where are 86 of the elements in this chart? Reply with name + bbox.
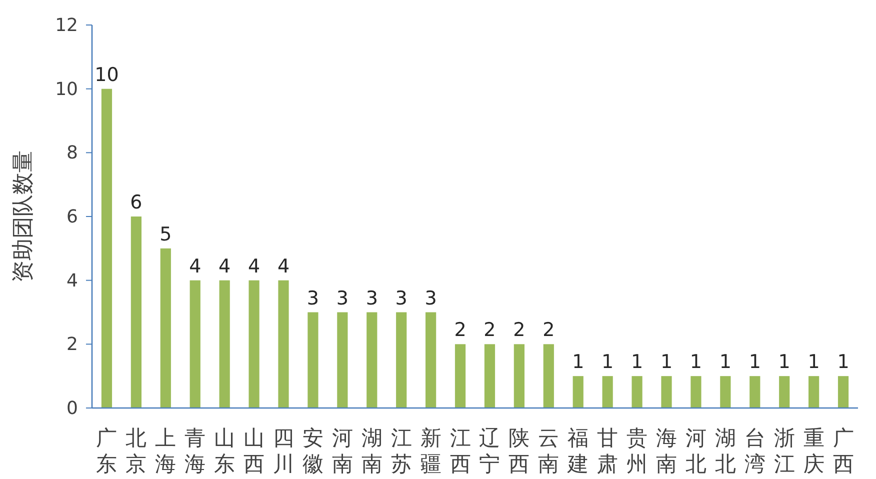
bar <box>248 280 260 408</box>
x-tick-label: 福建 <box>566 426 589 476</box>
bar <box>101 88 112 408</box>
x-tick-label: 台湾 <box>744 426 766 476</box>
bar <box>750 376 760 408</box>
x-tick-label: 广东 <box>96 426 118 476</box>
data-label: 1 <box>630 351 644 374</box>
x-tick-label: 河北 <box>685 426 706 476</box>
x-tick-label: 北京 <box>126 426 147 476</box>
bar <box>366 312 378 408</box>
x-tick-label: 重庆 <box>803 426 824 476</box>
x-tick-label: 湖北 <box>714 426 736 476</box>
y-tick-label: 4 <box>66 270 78 292</box>
x-tick-label: 浙江 <box>774 426 795 476</box>
x-tick-label: 甘肃 <box>597 426 618 476</box>
data-label: 3 <box>366 287 378 310</box>
bar <box>543 344 554 408</box>
bar <box>514 344 524 408</box>
y-tick-label: 10 <box>55 78 78 100</box>
data-label: 4 <box>218 255 231 278</box>
bar <box>337 312 348 408</box>
bar <box>572 376 584 408</box>
data-label: 1 <box>808 351 820 374</box>
data-label: 1 <box>690 351 702 374</box>
data-label: 1 <box>778 351 790 374</box>
bar <box>426 312 436 408</box>
bar <box>720 376 731 408</box>
data-label: 3 <box>424 287 437 310</box>
bar <box>278 280 289 408</box>
data-label: 1 <box>748 351 761 374</box>
bar <box>219 280 230 408</box>
data-label: 10 <box>94 64 119 86</box>
y-tick-label: 8 <box>66 142 78 164</box>
x-tick-label: 上海 <box>155 426 176 476</box>
bar <box>602 376 613 408</box>
y-tick-label: 2 <box>66 334 78 356</box>
data-label: 1 <box>602 351 614 374</box>
bar <box>661 376 672 408</box>
data-label: 1 <box>837 351 850 374</box>
x-tick-label: 新疆 <box>420 426 442 476</box>
x-tick-label: 海南 <box>656 426 677 476</box>
x-tick-label: 湖南 <box>361 426 382 476</box>
data-label: 4 <box>189 255 202 278</box>
bar <box>632 376 642 408</box>
x-tick-label: 陕西 <box>508 426 530 476</box>
x-tick-label: 河南 <box>332 426 353 476</box>
data-label: 3 <box>395 287 408 310</box>
data-label: 3 <box>306 287 320 310</box>
data-label: 4 <box>248 255 260 278</box>
x-tick-label: 安徽 <box>302 426 324 476</box>
bar <box>190 280 200 408</box>
y-tick-label: 6 <box>66 206 78 228</box>
bar <box>160 248 171 408</box>
data-label: 2 <box>513 319 526 342</box>
data-label: 6 <box>130 192 142 214</box>
x-tick-label: 山西 <box>244 426 265 476</box>
bar <box>484 344 496 408</box>
bar <box>779 376 790 408</box>
bar <box>396 312 407 408</box>
data-label: 4 <box>277 255 290 278</box>
bar <box>308 312 318 408</box>
data-label: 1 <box>719 351 732 374</box>
data-label: 1 <box>572 351 584 374</box>
data-label: 2 <box>454 319 466 342</box>
x-tick-label: 青海 <box>184 426 206 476</box>
data-label: 3 <box>336 287 348 310</box>
x-tick-label: 山东 <box>214 426 236 476</box>
y-tick-label: 12 <box>55 15 78 36</box>
y-axis-title: 资助团队数量 <box>11 150 36 282</box>
y-tick-label: 0 <box>66 398 78 419</box>
bar <box>808 376 820 408</box>
x-tick-label: 四川 <box>273 426 294 476</box>
data-label: 2 <box>542 319 555 342</box>
bar <box>454 344 466 408</box>
x-tick-label: 辽宁 <box>479 426 500 476</box>
data-label: 1 <box>660 351 673 374</box>
x-tick-label: 江苏 <box>390 426 412 476</box>
x-tick-label: 云南 <box>538 426 560 476</box>
data-label: 2 <box>484 319 496 342</box>
x-tick-label: 贵州 <box>626 426 648 476</box>
bar <box>838 376 849 408</box>
x-tick-label: 广西 <box>832 426 854 476</box>
bar <box>690 376 702 408</box>
data-label: 5 <box>160 223 172 246</box>
x-tick-label: 江西 <box>450 426 471 476</box>
bar <box>130 216 142 408</box>
